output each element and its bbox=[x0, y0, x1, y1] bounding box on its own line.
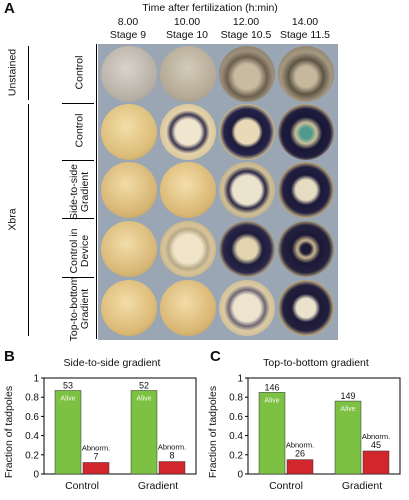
y-tick-label: 0 bbox=[33, 470, 39, 481]
embryo-unstained-stage9 bbox=[101, 46, 157, 102]
chart-side-to-side: Side-to-side gradient Fraction of tadpol… bbox=[3, 357, 197, 492]
embryo-xbra-control-stage10-5 bbox=[219, 104, 275, 160]
embryo-top-gradient-stage9 bbox=[101, 280, 157, 336]
embryo-top-gradient-stage10 bbox=[160, 280, 216, 336]
row-label-control-xbra: Control bbox=[73, 113, 86, 148]
column-stage-3: Stage 10.5 bbox=[220, 29, 272, 41]
bar-inner-label: Alive bbox=[340, 406, 355, 413]
x-category-label: Control bbox=[269, 480, 303, 492]
y-tick-label: 1 bbox=[237, 374, 243, 385]
embryo-top-gradient-stage10-5 bbox=[219, 280, 275, 336]
row-separator-3 bbox=[62, 218, 94, 219]
panel-b-letter: B bbox=[4, 348, 15, 365]
bar-abnorm-label: Abnorm. bbox=[82, 443, 110, 452]
y-tick-label: 0.2 bbox=[229, 450, 243, 461]
y-tick-label: 0.6 bbox=[25, 412, 39, 423]
embryo-side-gradient-stage10-5 bbox=[219, 162, 275, 218]
y-tick-label: 0 bbox=[237, 470, 243, 481]
bar-abnorm-label: Abnorm. bbox=[158, 443, 186, 452]
embryo-xbra-control-stage10 bbox=[160, 104, 216, 160]
column-stage-4: Stage 11.5 bbox=[279, 29, 330, 41]
bar-alive bbox=[258, 392, 286, 475]
column-time-2: 10.00 bbox=[173, 16, 201, 28]
row-label-control-unstained: Control bbox=[73, 55, 86, 90]
embryo-side-gradient-stage9 bbox=[101, 162, 157, 218]
y-tick-label: 0.8 bbox=[229, 393, 243, 404]
plot-area: 00.20.40.60.81146AliveAbnorm.26Control14… bbox=[229, 374, 401, 492]
bar-inner-label: Alive bbox=[264, 397, 279, 404]
bar-inner-label: Alive bbox=[60, 395, 75, 402]
row-separator-4 bbox=[62, 277, 94, 278]
bar-count-label: 45 bbox=[371, 440, 381, 450]
time-axis-title: Time after fertilization (h:min) bbox=[142, 2, 278, 14]
y-tick-label: 0.8 bbox=[25, 393, 39, 404]
plot-frame bbox=[247, 377, 401, 475]
bar-count-label: 53 bbox=[63, 380, 73, 390]
plot-area: 00.20.40.60.8153AliveAbnorm.7Control52Al… bbox=[25, 374, 197, 492]
y-tick-label: 0.6 bbox=[229, 412, 243, 423]
bar-abnormal bbox=[286, 459, 314, 475]
row-label-top-to-bottom: Top-to-bottom Gradient bbox=[68, 276, 91, 342]
row-label-separator bbox=[96, 44, 97, 339]
bar-count-label: 7 bbox=[93, 451, 98, 461]
column-time-1: 8.00 bbox=[117, 16, 139, 28]
bar-alive bbox=[334, 400, 362, 475]
bar-count-label: 26 bbox=[295, 449, 305, 459]
column-stage-1: Stage 9 bbox=[109, 29, 147, 41]
group-label-xbra: Xbra bbox=[6, 208, 19, 231]
chart-title: Side-to-side gradient bbox=[64, 357, 161, 369]
x-category-label: Gradient bbox=[138, 480, 178, 492]
chart-title: Top-to-bottom gradient bbox=[263, 357, 369, 369]
column-stage-2: Stage 10 bbox=[165, 29, 209, 41]
bar-alive bbox=[54, 390, 82, 475]
panel-a-letter: A bbox=[4, 0, 15, 17]
x-category-label: Gradient bbox=[342, 480, 382, 492]
embryo-device-control-stage10-5 bbox=[219, 221, 275, 277]
embryo-side-gradient-stage11-5 bbox=[278, 162, 334, 218]
embryo-unstained-stage11-5 bbox=[278, 46, 334, 102]
row-separator-1 bbox=[62, 103, 94, 104]
bar-count-label: 52 bbox=[139, 380, 149, 390]
row-separator-2 bbox=[62, 160, 94, 161]
bar-inner-label: Alive bbox=[136, 395, 151, 402]
bar-alive bbox=[130, 390, 158, 475]
embryo-device-control-stage11-5 bbox=[278, 221, 334, 277]
embryo-xbra-control-stage11-5 bbox=[278, 104, 334, 160]
bar-count-label: 146 bbox=[264, 382, 279, 392]
bar-count-label: 149 bbox=[340, 391, 355, 401]
bar-abnormal bbox=[362, 450, 390, 475]
embryo-xbra-control-stage9 bbox=[101, 104, 157, 160]
bar-abnorm-label: Abnorm. bbox=[286, 441, 314, 450]
embryo-device-control-stage10 bbox=[160, 221, 216, 277]
bar-abnormal bbox=[82, 462, 110, 475]
y-tick-label: 0.2 bbox=[25, 450, 39, 461]
column-time-3: 12.00 bbox=[232, 16, 260, 28]
column-time-4: 14.00 bbox=[291, 16, 319, 28]
chart-top-to-bottom: Top-to-bottom gradient Fraction of tadpo… bbox=[207, 357, 401, 492]
panel-c-letter: C bbox=[210, 348, 221, 365]
embryo-top-gradient-stage11-5 bbox=[278, 280, 334, 336]
group-label-unstained: Unstained bbox=[6, 48, 19, 97]
bar-count-label: 8 bbox=[169, 451, 174, 461]
y-axis-label: Fraction of tadpoles bbox=[3, 386, 15, 478]
xbra-bracket bbox=[28, 104, 29, 336]
y-tick-label: 0.4 bbox=[229, 431, 243, 442]
bar-abnorm-label: Abnorm. bbox=[362, 432, 390, 441]
unstained-bracket bbox=[28, 46, 29, 100]
y-axis-label: Fraction of tadpoles bbox=[207, 386, 219, 478]
embryo-side-gradient-stage10 bbox=[160, 162, 216, 218]
y-tick-label: 1 bbox=[33, 374, 39, 385]
y-tick-label: 0.4 bbox=[25, 431, 39, 442]
x-category-label: Control bbox=[65, 480, 99, 492]
plot-frame bbox=[43, 377, 197, 475]
embryo-unstained-stage10-5 bbox=[219, 46, 275, 102]
bar-abnormal bbox=[158, 461, 186, 475]
embryo-unstained-stage10 bbox=[160, 46, 216, 102]
embryo-device-control-stage9 bbox=[101, 221, 157, 277]
